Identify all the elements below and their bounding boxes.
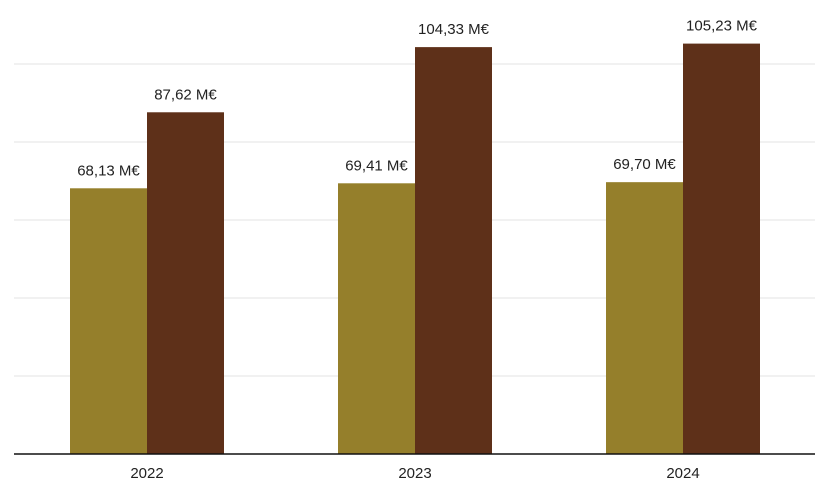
data-label-2024-series-2: 105,23 M€ [686, 18, 758, 35]
data-label-2024-series-1: 69,70 M€ [613, 156, 676, 173]
bars [70, 43, 760, 455]
bar-2022-series-1 [70, 188, 147, 454]
data-label-2022-series-1: 68,13 M€ [77, 162, 140, 179]
data-label-2022-series-2: 87,62 M€ [154, 86, 217, 103]
bar-2024-series-2 [683, 43, 760, 455]
data-label-2023-series-1: 69,41 M€ [345, 157, 408, 174]
bar-2022-series-2 [147, 112, 224, 455]
data-label-2023-series-2: 104,33 M€ [418, 21, 490, 38]
x-tick-label-2022: 2022 [130, 465, 163, 482]
bar-2023-series-2 [415, 47, 492, 454]
x-tick-label-2024: 2024 [666, 465, 699, 482]
bar-2023-series-1 [338, 183, 415, 454]
x-axis-ticks: 2022 2023 2024 [130, 465, 699, 482]
data-labels: 68,13 M€ 87,62 M€ 69,41 M€ 104,33 M€ 69,70 M… [77, 18, 757, 180]
bar-2024-series-1 [606, 182, 683, 455]
x-tick-label-2023: 2023 [398, 465, 431, 482]
